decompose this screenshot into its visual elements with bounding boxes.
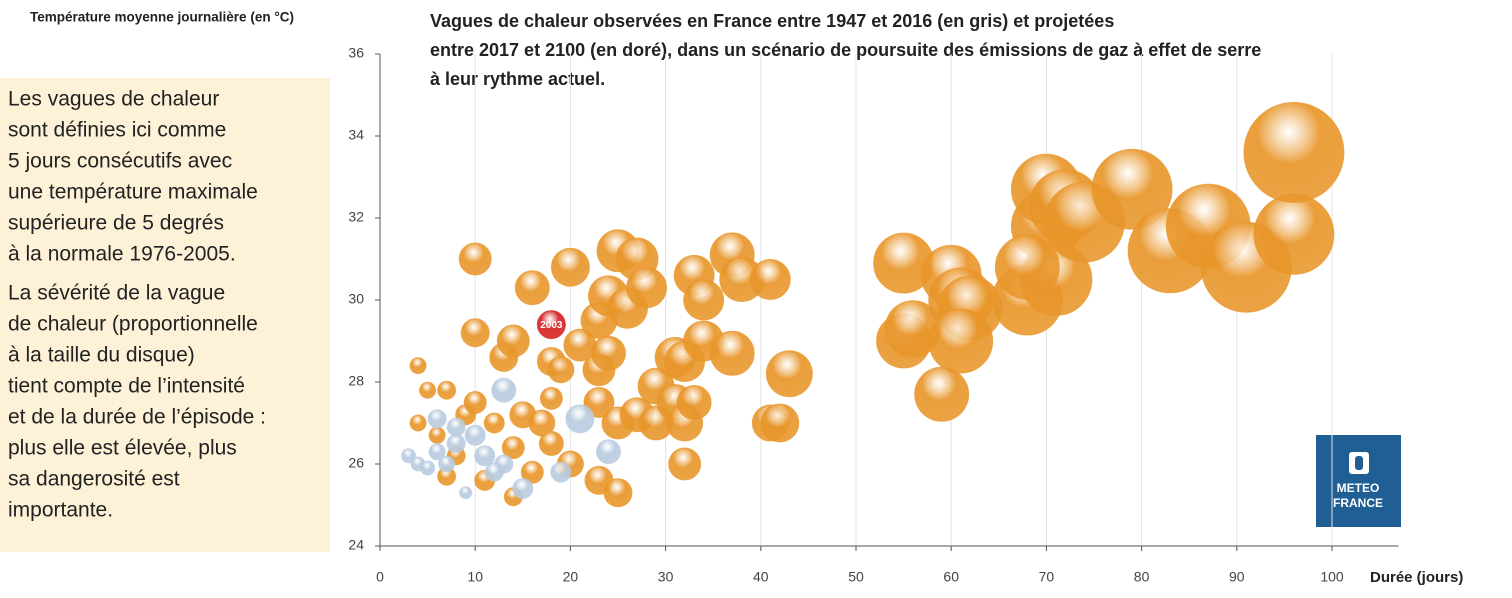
bubble [550,461,572,483]
y-tick-label: 34 [348,127,364,143]
bubble [420,460,436,476]
bubble [536,310,566,340]
bubble [550,247,590,287]
logo-box [1316,435,1401,527]
bubble-label: 2003 [540,320,563,331]
bubble [765,350,813,398]
sidebar-text: plus elle est élevée, plus [8,437,237,460]
bubble [709,330,755,376]
bubble [512,478,534,500]
sidebar-text: à la taille du disque) [8,344,195,367]
sidebar-text: une température maximale [8,181,258,204]
x-tick-label: 60 [943,569,959,585]
y-tick-label: 28 [348,373,364,389]
x-tick-label: 20 [563,569,579,585]
y-tick-label: 32 [348,209,364,225]
x-axis-label: Durée (jours) [1370,569,1463,586]
bubble [446,434,466,453]
x-tick-label: 10 [467,569,483,585]
bubble [437,380,457,400]
sidebar-text: à la normale 1976-2005. [8,243,236,266]
sidebar-panel [0,78,330,552]
bubble [514,270,550,306]
bubble [760,403,800,443]
x-tick-label: 50 [848,569,864,585]
sidebar-text: de chaleur (proportionnelle [8,313,258,336]
x-tick-label: 40 [753,569,769,585]
bubble [464,424,486,446]
bubble [484,462,504,482]
y-axis-label: Température moyenne journalière (en °C) [30,10,294,25]
bubble [603,478,633,508]
sidebar-text: et de la durée de l’épisode : [8,406,266,429]
x-tick-label: 70 [1039,569,1055,585]
x-tick-label: 90 [1229,569,1245,585]
y-tick-label: 30 [348,291,364,307]
bubble [419,381,437,399]
bubble [474,445,496,467]
bubble [409,414,427,432]
bubble [1243,101,1345,203]
chart-title: à leur rythme actuel. [430,69,605,89]
bubble [539,386,563,410]
bubble [401,448,417,464]
bubble [1091,148,1173,230]
bubble [583,387,615,418]
sidebar-text: importante. [8,499,113,522]
bubble [501,436,525,460]
x-tick-label: 80 [1134,569,1150,585]
bubble [460,318,490,348]
bubble [409,357,427,375]
bubble [595,439,621,465]
chart-title: Vagues de chaleur observées en France en… [430,11,1114,31]
bubble [668,447,702,481]
bubble [676,385,712,420]
bubble [683,279,725,321]
x-tick-label: 0 [376,569,384,585]
bubble [496,324,530,358]
bubble [438,455,456,473]
bubble [458,242,492,276]
bubble [928,308,994,374]
sidebar-text: sa dangerosité est [8,468,180,491]
sidebar-text: 5 jours consécutifs avec [8,150,232,173]
sidebar-text: tient compte de l’intensité [8,375,245,398]
bubble [749,259,791,300]
x-tick-label: 100 [1320,569,1344,585]
logo-icon-inner [1355,456,1363,470]
bubble [483,412,505,434]
bubble [491,377,517,403]
chart-title: entre 2017 et 2100 (en doré), dans un sc… [430,40,1261,60]
bubble [547,356,575,384]
y-tick-label: 24 [348,537,364,553]
logo-text: FRANCE [1333,496,1383,510]
y-tick-label: 36 [348,45,364,61]
bubble [428,443,446,461]
sidebar-text: La sévérité de la vague [8,282,225,305]
sidebar-text: sont définies ici comme [8,119,226,142]
bubble [994,234,1060,300]
bubble [626,267,668,309]
bubble [459,486,473,500]
sidebar-text: supérieure de 5 degrés [8,212,224,235]
bubble [427,409,447,429]
bubble [590,335,626,371]
bubble [914,366,970,422]
bubble [520,460,544,484]
sidebar-text: Les vagues de chaleur [8,88,219,111]
bubble [1253,193,1335,275]
bubble [446,417,466,437]
y-tick-label: 26 [348,455,364,471]
bubble [428,426,446,444]
bubble [565,404,595,434]
bubble [463,391,487,414]
logo-text: METEO [1337,481,1380,495]
x-tick-label: 30 [658,569,674,585]
bubble [538,431,564,456]
